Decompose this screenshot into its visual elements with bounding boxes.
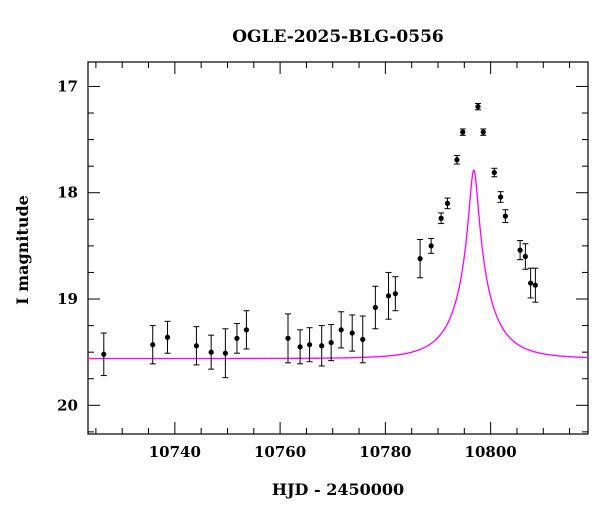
data-point (438, 212, 445, 225)
data-points-layer (100, 102, 539, 379)
data-point (392, 276, 399, 312)
data-point (385, 271, 392, 320)
y-axis-label: I magnitude (13, 195, 32, 305)
data-point (338, 311, 345, 349)
data-point (527, 267, 534, 299)
data-point (372, 285, 379, 330)
data-marker (491, 169, 497, 176)
plot-frame (87, 61, 589, 435)
data-marker (222, 350, 228, 356)
y-tick-label: 20 (57, 396, 78, 414)
data-point (428, 237, 435, 254)
x-tick-label: 10800 (465, 443, 517, 461)
data-marker (193, 343, 200, 349)
data-point (164, 320, 171, 354)
y-axis-ticks: 17 18 19 20 (57, 77, 588, 433)
data-marker (319, 343, 325, 349)
y-tick-label: 17 (57, 77, 78, 95)
y-tick-label: 19 (57, 290, 78, 308)
data-point (318, 325, 325, 367)
data-marker (522, 253, 528, 260)
data-marker (372, 304, 378, 311)
data-marker (532, 282, 538, 288)
data-marker (243, 327, 250, 333)
data-marker (417, 256, 423, 262)
data-marker (306, 342, 313, 348)
data-point (328, 324, 335, 362)
data-marker (234, 335, 240, 341)
data-point (297, 329, 304, 365)
data-marker (150, 342, 156, 348)
data-marker (475, 104, 481, 110)
data-point (100, 332, 107, 377)
data-marker (208, 349, 214, 355)
data-point (149, 325, 156, 365)
model-curve (88, 169, 588, 360)
data-point (453, 155, 460, 165)
data-point (497, 191, 504, 203)
data-point (306, 327, 313, 363)
data-point (459, 128, 466, 136)
data-marker (338, 327, 344, 333)
x-axis-ticks: 10740 10760 10780 10800 (95, 62, 571, 461)
data-marker (392, 291, 398, 297)
data-marker (428, 243, 434, 249)
data-marker (502, 213, 508, 219)
data-point (233, 322, 240, 354)
data-marker (285, 335, 291, 341)
data-point (532, 267, 539, 303)
x-tick-label: 10760 (254, 443, 306, 461)
data-marker (498, 194, 504, 200)
x-tick-label: 10740 (149, 443, 201, 461)
data-marker (328, 339, 334, 346)
data-marker (360, 336, 366, 343)
data-point (444, 197, 451, 210)
data-point (349, 314, 356, 352)
data-marker (164, 334, 171, 340)
data-marker (528, 280, 534, 286)
data-point (517, 240, 524, 261)
data-marker (517, 247, 523, 253)
x-tick-label: 10780 (359, 443, 411, 461)
data-point (491, 167, 498, 178)
data-marker (444, 200, 451, 206)
data-point (522, 243, 529, 270)
data-point (502, 209, 509, 223)
data-point (480, 128, 487, 136)
data-point (475, 102, 481, 111)
data-point (359, 315, 366, 364)
data-marker (454, 157, 460, 163)
data-marker (349, 330, 355, 336)
data-point (208, 334, 215, 370)
model-curve-layer (88, 169, 588, 360)
data-point (417, 238, 424, 279)
data-point (222, 328, 229, 379)
data-point (285, 313, 291, 364)
y-tick-label: 18 (57, 184, 78, 202)
data-marker (385, 293, 392, 299)
plot-border (87, 61, 589, 435)
data-marker (101, 351, 107, 357)
chart-title: OGLE-2025-BLG-0556 (232, 27, 444, 47)
data-point (193, 326, 200, 366)
x-axis-label: HJD - 2450000 (272, 480, 404, 499)
data-marker (460, 129, 466, 135)
data-marker (297, 344, 303, 350)
data-marker (480, 129, 486, 135)
data-point (243, 310, 250, 350)
data-marker (438, 215, 444, 221)
